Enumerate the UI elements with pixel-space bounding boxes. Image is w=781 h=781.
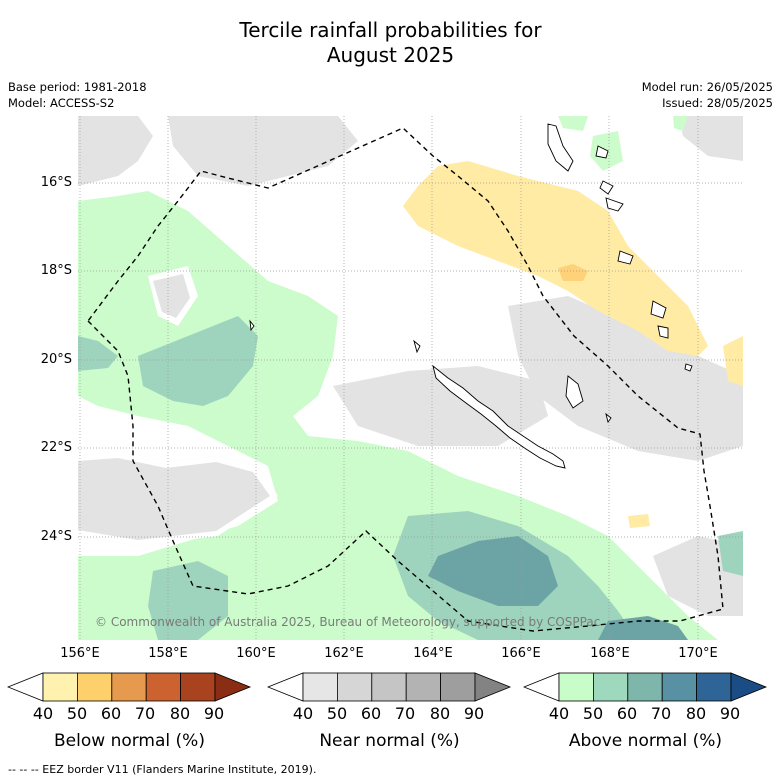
lat-label-24s: 24°S xyxy=(40,529,72,544)
tick-label: 90 xyxy=(463,704,485,723)
colorbar-extend-high xyxy=(214,672,252,702)
tick-label: 70 xyxy=(650,704,672,723)
title-line-1: Tercile rainfall probabilities for xyxy=(239,18,542,42)
eez-footnote: -- -- -- EEZ border V11 (Flanders Marine… xyxy=(8,763,317,776)
colorbar-segment xyxy=(77,672,113,702)
model-run-text: Model run: 26/05/2025 xyxy=(641,80,773,94)
coastlines xyxy=(249,123,693,469)
lat-label-16s: 16°S xyxy=(40,175,72,190)
tick-label: 50 xyxy=(326,704,348,723)
colorbar-segment xyxy=(661,672,697,702)
probability-map xyxy=(78,116,743,640)
base-period-text: Base period: 1981-2018 xyxy=(8,80,147,94)
near-normal-overlays xyxy=(78,274,270,540)
colorbar-segment xyxy=(593,672,629,702)
tick-label: 70 xyxy=(134,704,156,723)
tick-label: 50 xyxy=(582,704,604,723)
tick-label: 60 xyxy=(100,704,122,723)
info-left: Base period: 1981-2018 Model: ACCESS-S2 xyxy=(8,79,147,111)
lon-label-160e: 160°E xyxy=(236,646,276,661)
lat-label-22s: 22°S xyxy=(40,440,72,455)
above-normal-50-regions xyxy=(78,116,718,640)
legend-label-near: Near normal (%) xyxy=(319,731,460,751)
lat-label-18s: 18°S xyxy=(40,263,72,278)
tick-label: 70 xyxy=(394,704,416,723)
lon-label-162e: 162°E xyxy=(324,646,364,661)
info-right: Model run: 26/05/2025 Issued: 28/05/2025 xyxy=(642,79,773,111)
above-normal-70-regions xyxy=(428,536,688,640)
lon-label-164e: 164°E xyxy=(413,646,453,661)
colorbar-segment xyxy=(405,672,441,702)
tick-label: 80 xyxy=(169,704,191,723)
lon-label-156e: 156°E xyxy=(60,646,100,661)
lat-label-20s: 20°S xyxy=(40,352,72,367)
legend-label-below: Below normal (%) xyxy=(54,731,205,751)
colorbar-extend-high xyxy=(730,672,768,702)
lon-label-166e: 166°E xyxy=(501,646,541,661)
colorbar-segment xyxy=(627,672,663,702)
colorbar-extend-low xyxy=(267,672,304,702)
tick-label: 90 xyxy=(719,704,741,723)
lon-label-168e: 168°E xyxy=(590,646,630,661)
colorbar-below-normal xyxy=(7,672,252,702)
colorbar-segment xyxy=(42,672,78,702)
title-line-2: August 2025 xyxy=(326,43,455,67)
tick-label: 80 xyxy=(429,704,451,723)
tick-label: 60 xyxy=(616,704,638,723)
colorbar-segment xyxy=(180,672,216,702)
colorbar-segment xyxy=(696,672,732,702)
colorbar-segment xyxy=(558,672,594,702)
tick-label: 40 xyxy=(292,704,314,723)
map-canvas xyxy=(78,116,743,640)
colorbar-extend-low xyxy=(7,672,44,702)
issued-text: Issued: 28/05/2025 xyxy=(662,96,773,110)
tick-label: 40 xyxy=(32,704,54,723)
colorbar-segment xyxy=(302,672,338,702)
map-title: Tercile rainfall probabilities for Augus… xyxy=(0,18,781,68)
tick-label: 60 xyxy=(360,704,382,723)
colorbar-segment xyxy=(145,672,181,702)
colorbar-segment xyxy=(440,672,476,702)
colorbar-segment xyxy=(371,672,407,702)
lon-label-170e: 170°E xyxy=(678,646,718,661)
eez-border xyxy=(87,127,724,632)
colorbar-near-normal xyxy=(267,672,512,702)
colorbar-extend-high xyxy=(474,672,512,702)
colorbar-segment xyxy=(111,672,147,702)
colorbar-segment xyxy=(337,672,373,702)
colorbar-above-normal xyxy=(523,672,768,702)
tick-label: 50 xyxy=(66,704,88,723)
copyright-text: © Commonwealth of Australia 2025, Bureau… xyxy=(95,615,601,629)
legend-label-above: Above normal (%) xyxy=(568,731,723,751)
model-text: Model: ACCESS-S2 xyxy=(8,96,115,110)
lon-label-158e: 158°E xyxy=(148,646,188,661)
graticule xyxy=(78,116,743,640)
tick-label: 80 xyxy=(685,704,707,723)
below-normal-regions xyxy=(403,161,743,528)
tick-label: 90 xyxy=(203,704,225,723)
tick-label: 40 xyxy=(548,704,570,723)
colorbar-extend-low xyxy=(523,672,560,702)
